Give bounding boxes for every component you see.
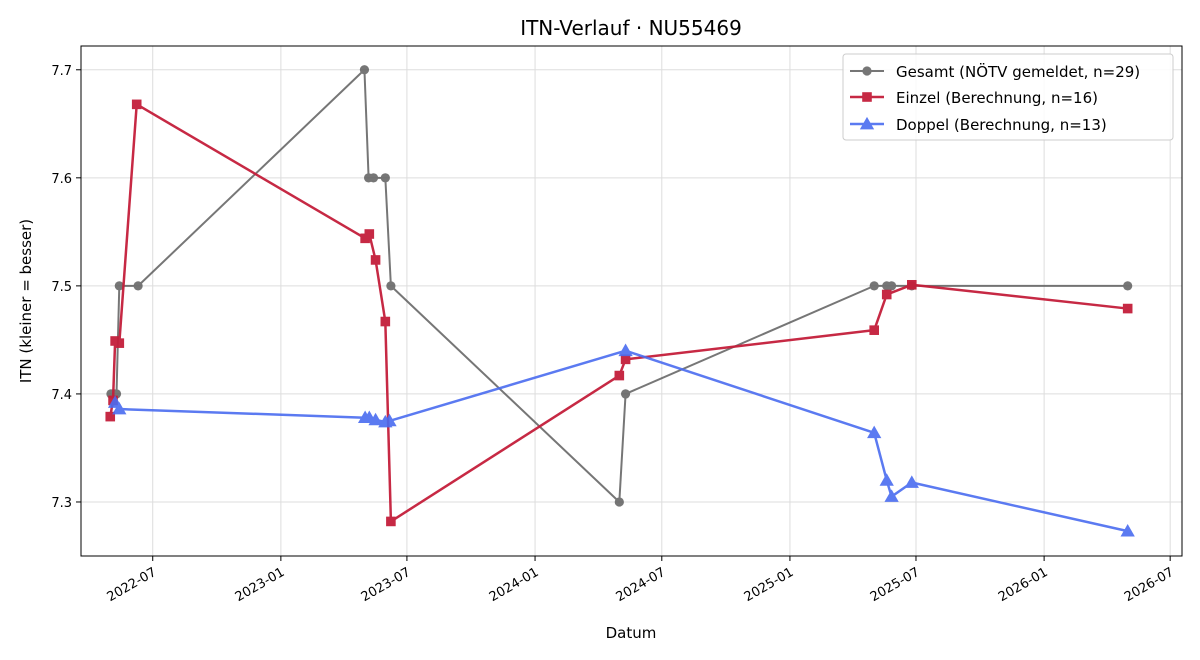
y-axis-label: ITN (kleiner = besser) xyxy=(17,219,35,383)
data-point xyxy=(368,412,383,426)
data-point xyxy=(131,99,142,110)
data-point xyxy=(380,316,391,327)
data-point xyxy=(114,281,124,291)
legend-box xyxy=(842,53,1174,141)
data-point xyxy=(886,281,897,291)
y-tick-label: 7.4 xyxy=(51,388,72,403)
data-point xyxy=(368,173,379,183)
data-point xyxy=(1120,523,1135,537)
data-point xyxy=(380,173,390,183)
x-axis-label: Datum xyxy=(606,624,657,642)
data-point xyxy=(618,343,633,357)
y-tick-label: 7.7 xyxy=(51,64,72,79)
data-point xyxy=(386,516,396,527)
y-tick-label: 7.5 xyxy=(51,280,72,295)
plot-frame xyxy=(80,45,1183,557)
data-point xyxy=(386,281,396,291)
legend: Gesamt (NÖTV gemeldet, n=29) Einzel (Ber… xyxy=(842,53,1174,141)
legend-marker xyxy=(862,92,872,102)
data-point xyxy=(869,281,879,291)
data-point xyxy=(879,473,894,486)
legend-entry-einzel: Einzel (Berechnung, n=16) xyxy=(896,89,1098,107)
legend-marker xyxy=(862,66,872,76)
data-point xyxy=(1123,281,1133,291)
data-point xyxy=(614,370,625,381)
data-point xyxy=(364,229,375,239)
data-point xyxy=(620,354,631,365)
y-tick-label: 7.6 xyxy=(51,172,72,187)
data-point xyxy=(133,281,143,291)
data-point xyxy=(359,65,370,75)
data-point xyxy=(881,289,892,300)
data-point xyxy=(869,325,879,335)
data-point xyxy=(904,475,919,488)
legend-swatch xyxy=(850,92,884,102)
chart-title: ITN-Verlauf · NU55469 xyxy=(520,16,742,40)
data-point xyxy=(614,497,624,507)
legend-swatch xyxy=(850,116,884,130)
y-tick-label: 7.3 xyxy=(51,496,72,511)
legend-entry-doppel: Doppel (Berechnung, n=13) xyxy=(896,116,1107,134)
data-point xyxy=(1122,303,1133,314)
data-point xyxy=(382,413,397,427)
data-point xyxy=(906,279,917,290)
data-point xyxy=(867,425,882,439)
data-point xyxy=(114,338,125,348)
legend-swatch xyxy=(850,66,884,76)
data-point xyxy=(884,489,899,502)
series-3 xyxy=(107,343,1135,537)
data-point xyxy=(112,401,127,415)
legend-entry-gesamt: Gesamt (NÖTV gemeldet, n=29) xyxy=(896,62,1140,81)
data-point xyxy=(370,255,381,265)
series-group xyxy=(105,65,1135,537)
legend-swatches xyxy=(850,66,884,130)
legend-marker xyxy=(859,116,875,130)
data-point xyxy=(105,411,116,422)
data-point xyxy=(620,389,631,399)
